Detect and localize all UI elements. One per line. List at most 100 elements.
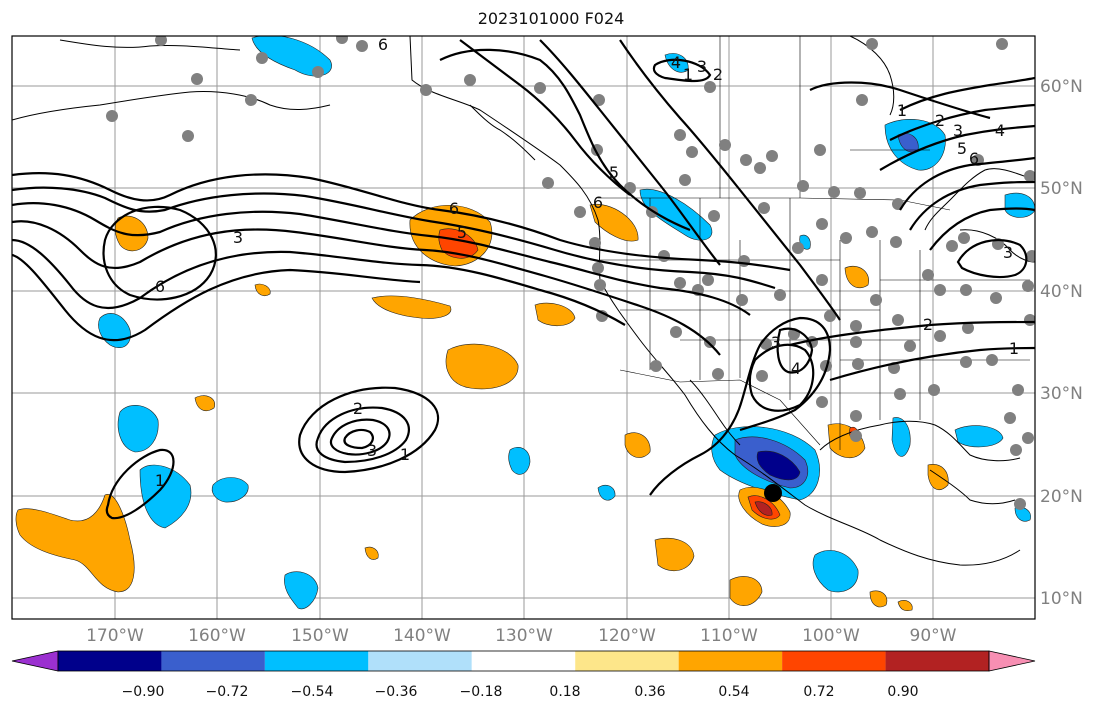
contour-label: 2 [935, 111, 945, 130]
colorbar-segment [575, 651, 679, 671]
colorbar-tick-label: −0.18 [460, 684, 503, 700]
colorbar-segment [471, 651, 576, 671]
neg-blob [812, 550, 859, 593]
pos-blob [589, 203, 639, 242]
pos-blob [254, 283, 271, 296]
map-frame [11, 35, 1036, 620]
map-title: 2023101000 F024 [477, 9, 625, 28]
neg-blob [597, 484, 616, 501]
lat-tick-label: 20°N [1040, 487, 1083, 507]
neg-blob [117, 405, 159, 453]
borders [598, 36, 1030, 450]
pos-blob [371, 295, 452, 319]
colorbar-tick-label: 0.36 [634, 684, 665, 700]
contour-label: 6 [593, 193, 603, 212]
neg-blob [139, 464, 192, 529]
pos-blob [534, 302, 576, 327]
neg-blob [251, 36, 332, 77]
lon-tick-label: 120°W [598, 626, 656, 646]
colorbar-segment [368, 651, 472, 671]
neg-blob [664, 53, 689, 73]
colorbar-segment [782, 651, 886, 671]
contour-label: 3 [233, 228, 243, 247]
contour-label: 6 [155, 277, 165, 296]
pos-blob [927, 464, 949, 490]
map-panel: 6 3 6 2 3 1 6 5 5 6 4 3 2 1 1 2 3 4 5 6 … [12, 35, 1035, 619]
colorbar-tick-label: −0.90 [122, 684, 165, 700]
contour-label: 1 [683, 65, 693, 84]
contour-label: 4 [995, 121, 1005, 140]
lat-tick-label: 50°N [1040, 179, 1083, 199]
contour-label: 3 [697, 57, 707, 76]
lat-tick-label: 30°N [1040, 384, 1083, 404]
contour-label: 5 [609, 163, 619, 182]
lon-tick-label: 140°W [393, 626, 451, 646]
pos-blob [445, 343, 519, 390]
colorbar-tick-labels: −0.90 −0.72 −0.54 −0.36 −0.18 0.18 0.36 … [122, 684, 919, 700]
pos-blob [194, 395, 216, 411]
colorbar-tick-label: 0.54 [718, 684, 749, 700]
neg-blob [284, 571, 319, 610]
contour-label: 3 [771, 333, 781, 352]
contour-label: 2 [353, 399, 363, 418]
pos-blob [729, 576, 763, 606]
colorbar-segment [885, 651, 989, 671]
neg-blob [508, 447, 531, 475]
pos-blob [438, 228, 479, 259]
colorbar-segment [58, 651, 162, 671]
lon-tick-label: 170°W [86, 626, 144, 646]
observation-stations [106, 36, 1035, 510]
pos-blob [754, 501, 773, 516]
lon-tick-label: 110°W [700, 626, 758, 646]
colorbar-frame [57, 650, 990, 672]
lon-tick-label: 130°W [495, 626, 553, 646]
contour-label: 1 [1009, 339, 1019, 358]
neg-blob [891, 417, 911, 457]
neg-blob [211, 477, 249, 503]
lon-tick-labels: 170°W 160°W 150°W 140°W 130°W 120°W 110°… [86, 626, 957, 646]
pos-blob [844, 265, 869, 289]
contour-labels: 6 3 6 2 3 1 6 5 5 6 4 3 2 1 1 2 3 4 5 6 … [155, 35, 1019, 490]
lat-tick-labels: 10°N 20°N 30°N 40°N 50°N 60°N [1040, 77, 1083, 609]
colorbar-tick-label: 0.72 [803, 684, 834, 700]
contours [12, 39, 1035, 520]
colorbar-tick-label: −0.36 [375, 684, 418, 700]
colorbar [11, 650, 1036, 672]
pos-blob [654, 537, 695, 572]
pos-blob [869, 590, 888, 608]
neg-blob [756, 450, 801, 481]
neg-blob [954, 425, 1004, 448]
colorbar-tick-label: 0.18 [549, 684, 580, 700]
colorbar-segment [678, 651, 783, 671]
contour-label: 6 [969, 149, 979, 168]
colorbar-tick-label: −0.54 [291, 684, 334, 700]
lat-tick-label: 10°N [1040, 589, 1083, 609]
contour-label: 1 [400, 445, 410, 464]
colorbar-extension-low [11, 650, 59, 672]
colorbar-tick-label: −0.72 [206, 684, 249, 700]
contour-label: 6 [378, 35, 388, 54]
contour-label: 1 [897, 101, 907, 120]
lon-tick-label: 100°W [802, 626, 860, 646]
colorbar-segment [161, 651, 265, 671]
contour-label: 1 [155, 471, 165, 490]
pos-blob [364, 546, 379, 560]
pos-blob [15, 494, 135, 593]
colorbar-segment [264, 651, 369, 671]
contour-label: 2 [713, 65, 723, 84]
contour-label: 4 [791, 359, 801, 378]
pos-blob [624, 432, 651, 458]
storm-center-marker [764, 484, 782, 502]
colorbar-extension-high [988, 650, 1036, 672]
contour-label: 3 [953, 121, 963, 140]
contour-label: 2 [923, 315, 933, 334]
contour-label: 6 [449, 199, 459, 218]
lat-tick-label: 40°N [1040, 282, 1083, 302]
contour-label: 3 [1003, 243, 1013, 262]
lon-tick-label: 150°W [291, 626, 349, 646]
pos-blob [897, 600, 913, 612]
contour-label: 5 [957, 139, 967, 158]
contour-label: 5 [457, 223, 467, 242]
lon-tick-label: 90°W [910, 626, 957, 646]
